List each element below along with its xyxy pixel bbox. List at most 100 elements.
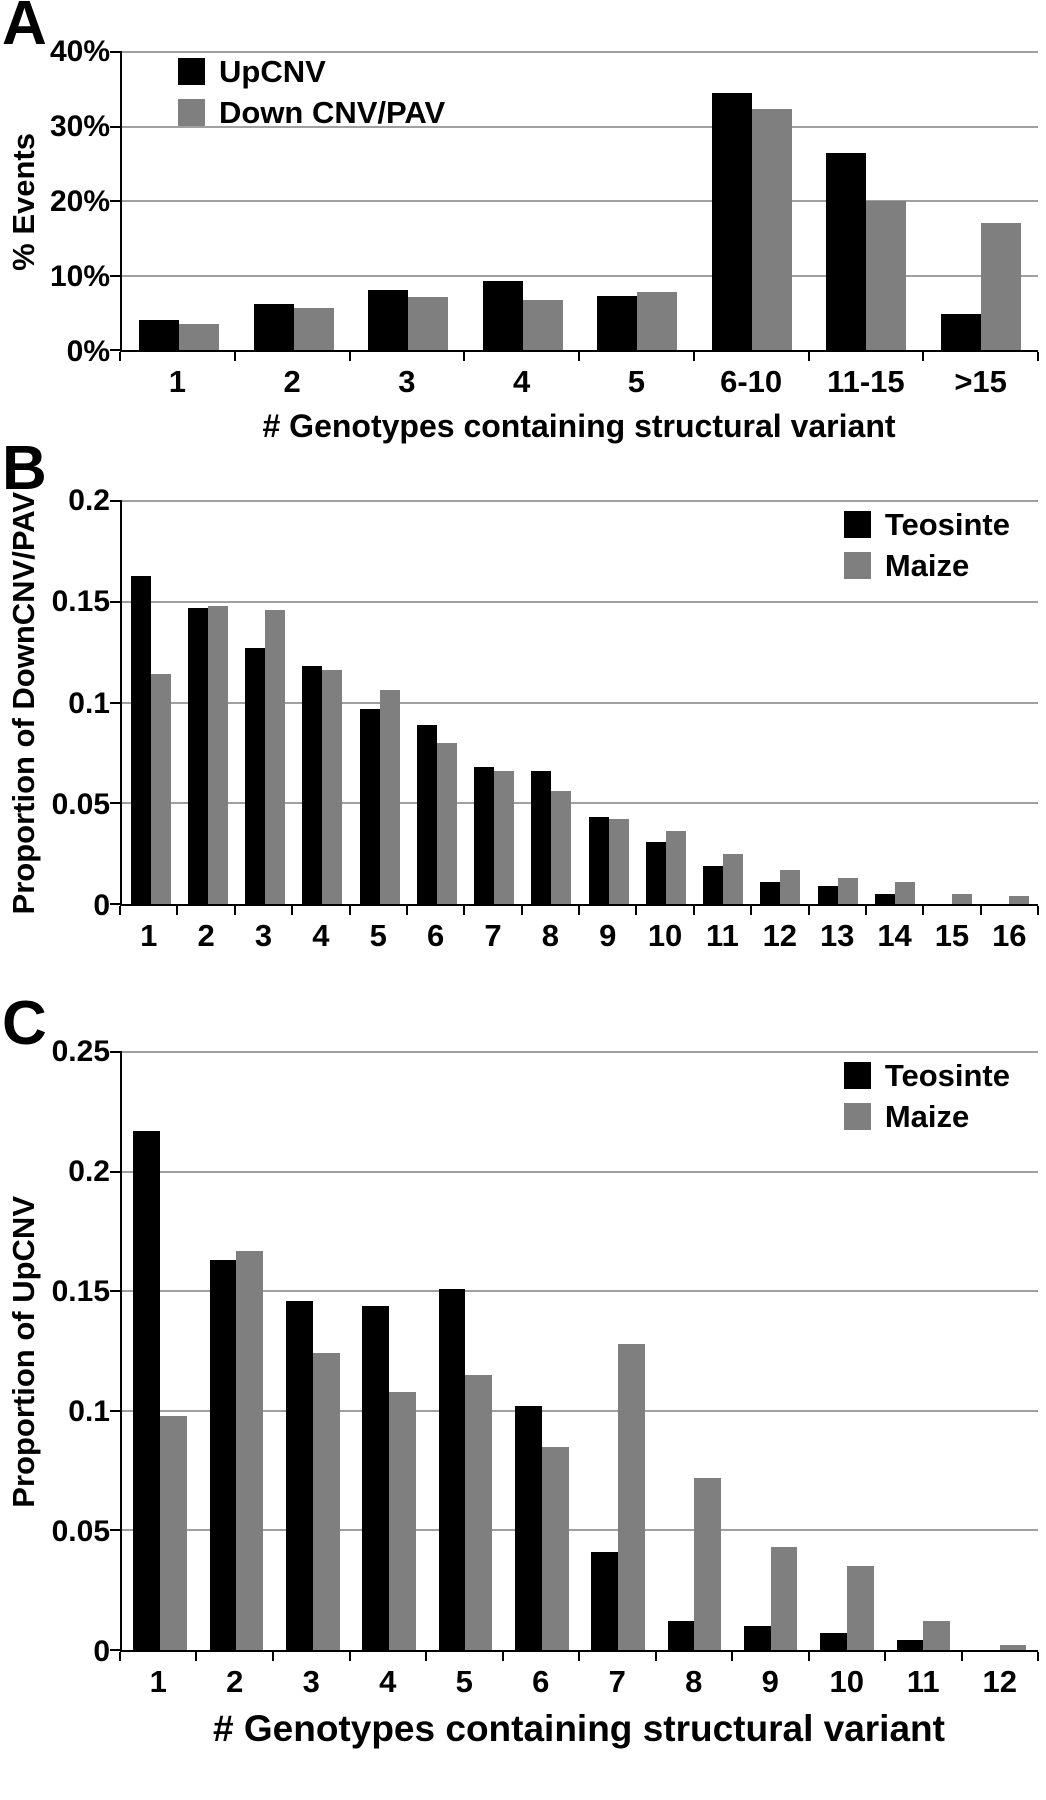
bar-down-cnv-pav-15 bbox=[980, 223, 1021, 350]
legend-item-maize: Maize bbox=[843, 550, 1010, 581]
x-axis-tick bbox=[807, 906, 810, 915]
bar-teosinte-7 bbox=[591, 1551, 619, 1650]
bar-maize-5 bbox=[465, 1374, 493, 1650]
x-tick-label: 13 bbox=[819, 918, 855, 953]
gridline bbox=[122, 1051, 1038, 1053]
x-axis-tick bbox=[578, 906, 580, 915]
bar-group-6-10 bbox=[695, 52, 810, 350]
bar-maize-13 bbox=[837, 877, 858, 904]
bar-group-2 bbox=[198, 1052, 274, 1650]
x-tick-label: 1 bbox=[140, 918, 158, 953]
x-axis-tick bbox=[807, 352, 810, 361]
x-tick-label: 4 bbox=[312, 918, 330, 953]
bar-group-1 bbox=[122, 1052, 198, 1650]
x-tick-label: 10 bbox=[829, 1664, 864, 1699]
panel-b-letter: B bbox=[2, 434, 47, 503]
x-tick-label: 3 bbox=[254, 918, 273, 953]
bar-group-10 bbox=[637, 501, 694, 904]
bar-maize-2 bbox=[207, 605, 228, 904]
legend-item-teosinte: Teosinte bbox=[843, 1060, 1010, 1091]
gridline bbox=[122, 1529, 1038, 1532]
bar-upcnv-15 bbox=[940, 314, 981, 350]
bar-group-1 bbox=[122, 52, 237, 350]
y-axis-tick bbox=[110, 1290, 122, 1293]
bar-maize-16 bbox=[1009, 895, 1030, 904]
bar-group-9 bbox=[733, 1052, 809, 1650]
bar-maize-14 bbox=[894, 881, 915, 904]
x-tick-label: 2 bbox=[226, 1664, 244, 1699]
panel-b-yaxis-title-area: Proportion of DownCNV/PAV bbox=[0, 492, 48, 914]
x-tick-label: 12 bbox=[762, 918, 798, 953]
panel-c-letter: C bbox=[2, 989, 47, 1058]
x-tick-label: >15 bbox=[954, 364, 1007, 399]
bar-group-16 bbox=[981, 501, 1038, 904]
y-axis-tick bbox=[110, 1051, 122, 1053]
x-axis-tick bbox=[348, 1652, 351, 1661]
x-axis-tick bbox=[635, 906, 638, 915]
bar-teosinte-9 bbox=[744, 1626, 771, 1650]
y-tick-label: 0.1 bbox=[68, 686, 110, 720]
panel-b-xtick-labels: 1 2 3 4 5 6 7 8 9 10 11 12 13 14 15 16 bbox=[120, 917, 1038, 954]
bar-teosinte-5 bbox=[438, 1288, 466, 1650]
panel-b-plot-area: Teosinte Maize bbox=[110, 500, 1038, 906]
bar-upcnv-4 bbox=[482, 281, 523, 350]
x-axis-tick bbox=[424, 1652, 427, 1661]
legend-swatch-down-cnv-pav bbox=[178, 99, 205, 126]
x-tick-label: 5 bbox=[627, 364, 645, 399]
x-axis-tick bbox=[922, 352, 925, 361]
x-axis-tick bbox=[654, 1652, 657, 1661]
x-tick-label: 11 bbox=[706, 918, 739, 953]
y-axis-tick bbox=[110, 274, 122, 277]
x-axis-tick bbox=[884, 1652, 886, 1661]
bars-layer bbox=[122, 501, 1038, 904]
x-axis-tick bbox=[348, 352, 351, 361]
bar-group-6 bbox=[408, 501, 465, 904]
gridline bbox=[122, 802, 1038, 805]
x-axis-tick bbox=[233, 906, 236, 915]
x-tick-label: 4 bbox=[379, 1664, 397, 1699]
bar-down-cnv-pav-5 bbox=[637, 291, 678, 350]
bar-teosinte-3 bbox=[286, 1300, 313, 1650]
x-axis-tick bbox=[864, 906, 867, 915]
bar-teosinte-3 bbox=[245, 648, 266, 904]
bar-group-12 bbox=[752, 501, 809, 904]
gridline bbox=[122, 274, 1038, 277]
bar-maize-10 bbox=[847, 1566, 874, 1650]
y-tick-label: 40% bbox=[49, 35, 110, 68]
bar-group-2 bbox=[179, 501, 236, 904]
bar-teosinte-7 bbox=[474, 766, 495, 904]
legend: Teosinte Maize bbox=[843, 1060, 1010, 1132]
bar-teosinte-9 bbox=[588, 817, 609, 904]
gridline bbox=[122, 600, 1038, 603]
bar-maize-12 bbox=[999, 1645, 1027, 1650]
gridline bbox=[122, 500, 1038, 502]
bar-down-cnv-pav-6-10 bbox=[751, 109, 792, 350]
x-axis-tick bbox=[750, 906, 753, 915]
x-tick-label: 11-15 bbox=[827, 364, 905, 399]
panel-c: C Proportion of UpCNV 0 0.05 0.1 0.15 0.2 0.2… bbox=[0, 989, 1046, 1800]
bar-upcnv-5 bbox=[597, 296, 638, 350]
panel-a-x-tickmarks bbox=[119, 352, 1039, 361]
y-axis-tick bbox=[110, 500, 122, 502]
bar-teosinte-4 bbox=[362, 1305, 390, 1650]
bar-group-4 bbox=[294, 501, 351, 904]
x-tick-label: 15 bbox=[934, 918, 970, 953]
panel-b-ytick-labels: 0 0.05 0.1 0.15 0.2 bbox=[48, 486, 120, 921]
y-axis-tick bbox=[110, 1409, 122, 1412]
x-axis-tick bbox=[730, 1652, 733, 1661]
gridline bbox=[122, 1290, 1038, 1293]
bar-teosinte-1 bbox=[130, 575, 151, 904]
x-tick-label: 9 bbox=[599, 918, 617, 953]
bar-maize-2 bbox=[236, 1250, 264, 1650]
panel-c-yaxis-title-area: Proportion of UpCNV bbox=[0, 1052, 48, 1652]
y-axis-tick bbox=[110, 349, 122, 351]
panel-c-ytick-labels: 0 0.05 0.1 0.15 0.2 0.25 bbox=[48, 1037, 120, 1667]
bar-teosinte-6 bbox=[515, 1406, 542, 1650]
y-axis-tick bbox=[110, 125, 122, 128]
legend-item-down-cnv-pav: Down CNV/PAV bbox=[178, 97, 445, 128]
bar-teosinte-5 bbox=[359, 708, 380, 904]
gridline bbox=[122, 200, 1038, 202]
bar-maize-12 bbox=[780, 869, 801, 904]
x-tick-label: 11 bbox=[906, 1664, 940, 1699]
